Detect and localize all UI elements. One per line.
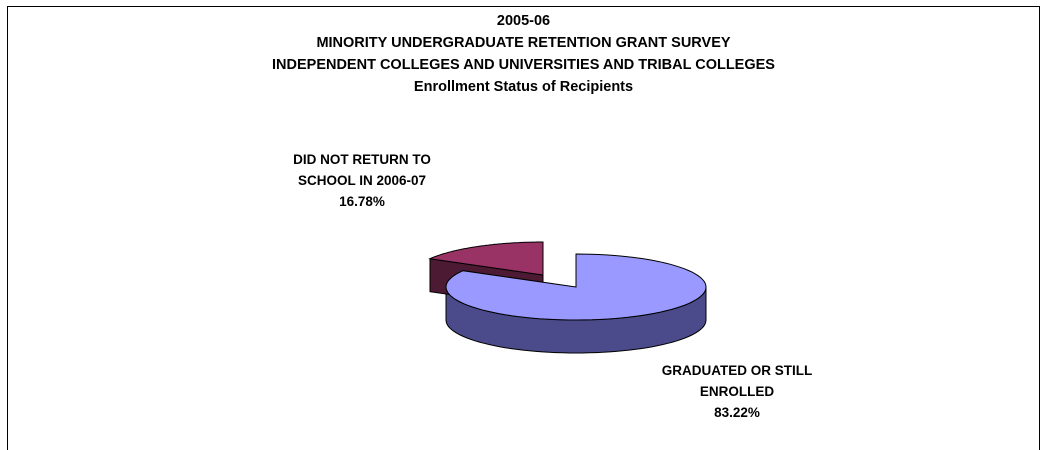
chart-title-line-1: 2005-06 xyxy=(496,13,551,29)
slice-label-line: GRADUATED OR STILL xyxy=(661,363,813,378)
chart-title-line-2: MINORITY UNDERGRADUATE RETENTION GRANT S… xyxy=(316,35,731,51)
slice-percent: 16.78% xyxy=(339,194,385,209)
pie-slice-did-not-return xyxy=(428,241,544,276)
chart-title: 2005-06 MINORITY UNDERGRADUATE RETENTION… xyxy=(0,10,1047,98)
slice-label-did-not-return: DID NOT RETURN TO SCHOOL IN 2006-07 16.7… xyxy=(262,149,462,212)
pie-slice-graduated xyxy=(445,253,707,321)
chart-title-line-4: Enrollment Status of Recipients xyxy=(413,79,634,95)
slice-percent: 83.22% xyxy=(714,405,760,420)
slice-label-line: ENROLLED xyxy=(699,384,775,399)
chart-frame xyxy=(7,6,1040,450)
slice-label-line: SCHOOL IN 2006-07 xyxy=(297,173,427,188)
slice-label-line: DID NOT RETURN TO xyxy=(293,152,431,167)
slice-label-graduated: GRADUATED OR STILL ENROLLED 83.22% xyxy=(632,360,842,423)
chart-title-line-3: INDEPENDENT COLLEGES AND UNIVERSITIES AN… xyxy=(272,57,775,73)
